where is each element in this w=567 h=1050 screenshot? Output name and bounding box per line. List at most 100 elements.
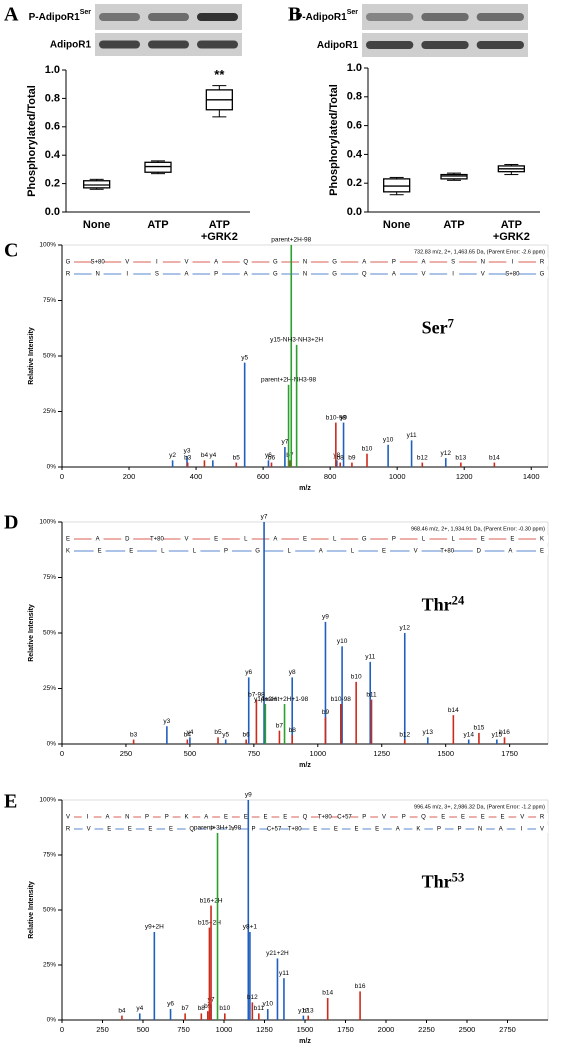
ladder-bg bbox=[93, 547, 106, 555]
panel-label: B bbox=[288, 4, 301, 26]
y-tick-label: 75% bbox=[43, 297, 56, 304]
y-tick-label: 0.4 bbox=[347, 148, 363, 160]
ladder-residue: N bbox=[303, 272, 307, 278]
peak-label: b9 bbox=[204, 1003, 212, 1010]
ladder-residue: E bbox=[283, 815, 287, 821]
peak-label: b8 bbox=[289, 727, 297, 734]
x-tick-label: 2000 bbox=[378, 1025, 395, 1034]
ladder-bg bbox=[536, 825, 548, 833]
ladder-bg bbox=[476, 258, 489, 266]
ladder-residue: Q bbox=[189, 827, 194, 833]
ladder-residue: L bbox=[288, 549, 292, 555]
ladder-bg bbox=[328, 270, 341, 278]
blot-band bbox=[197, 40, 238, 49]
y-tick-label: 0% bbox=[47, 741, 57, 748]
x-tick-label: 1500 bbox=[297, 1025, 314, 1034]
peak-label: parent+2H-NH3-98 bbox=[261, 377, 316, 384]
peak-label: y4 bbox=[136, 1005, 143, 1012]
ladder-residue: A bbox=[244, 272, 248, 278]
ladder-bg bbox=[62, 813, 74, 821]
peak-label: y14 bbox=[463, 731, 474, 738]
ladder-bg bbox=[536, 547, 548, 555]
y-axis-title: Relative Intensity bbox=[28, 604, 35, 662]
ladder-bg bbox=[515, 825, 528, 833]
box bbox=[440, 173, 468, 180]
label-superscript: 7 bbox=[448, 316, 454, 330]
peak-label: y11 bbox=[279, 970, 289, 977]
ladder-residue: Q bbox=[421, 815, 426, 821]
ladder-bg bbox=[101, 813, 114, 821]
peak-label: parent+2H+1-98 bbox=[261, 696, 309, 703]
y-tick-label: 0.8 bbox=[347, 91, 362, 103]
x-tick-label: 1250 bbox=[256, 1025, 273, 1034]
ladder-bg bbox=[299, 813, 311, 821]
ladder-residue: V bbox=[125, 260, 129, 266]
peak-label: y4 bbox=[209, 452, 216, 459]
peak-label: y12 bbox=[441, 450, 452, 457]
ladder-residue: G bbox=[66, 260, 71, 266]
peak-label: b14 bbox=[322, 990, 333, 997]
x-axis-title: m/z bbox=[299, 762, 311, 769]
peak-label: y9 bbox=[245, 792, 252, 799]
ladder-bg bbox=[121, 535, 134, 543]
ladder-residue: E bbox=[98, 549, 102, 555]
ladder-residue: A bbox=[204, 815, 208, 821]
ladder-residue: E bbox=[382, 549, 386, 555]
ladder-bg bbox=[259, 813, 272, 821]
ladder-residue: E bbox=[500, 815, 504, 821]
peak-label: y8 bbox=[333, 452, 340, 459]
x-axis-title: m/z bbox=[299, 485, 311, 492]
x-tick-label: 2500 bbox=[459, 1025, 476, 1034]
ladder-bg bbox=[82, 825, 95, 833]
ladder-residue: I bbox=[521, 827, 523, 833]
peak-label: parent+2H-98 bbox=[271, 237, 311, 244]
peak-label: b8 bbox=[198, 1005, 206, 1012]
ladder-residue: E bbox=[214, 537, 218, 543]
y-tick-label: 0.0 bbox=[45, 206, 60, 218]
ladder-bg bbox=[516, 813, 529, 821]
label: AdipoR1 bbox=[317, 40, 359, 51]
label-text: AdipoR1 bbox=[317, 40, 359, 51]
peak-label: b8 bbox=[337, 454, 345, 461]
ladder-residue: G bbox=[362, 537, 367, 543]
ladder-residue: A bbox=[214, 260, 218, 266]
ladder-bg bbox=[188, 547, 201, 555]
ladder-residue: N bbox=[478, 827, 482, 833]
ladder-bg bbox=[62, 547, 74, 555]
ladder-bg bbox=[269, 258, 282, 266]
peak-label: y15-NH3-NH3+2H bbox=[270, 337, 323, 344]
box bbox=[83, 180, 111, 189]
ladder-residue: A bbox=[396, 827, 400, 833]
ladder-bg bbox=[150, 535, 163, 543]
ladder-bg bbox=[160, 813, 173, 821]
peak-label: y11 bbox=[365, 654, 375, 661]
peak-label: b16 bbox=[499, 729, 510, 736]
ladder-bg bbox=[314, 547, 327, 555]
x-tick-label: 1200 bbox=[456, 472, 473, 481]
ladder-bg bbox=[457, 813, 469, 821]
ladder-bg bbox=[279, 813, 292, 821]
ladder-residue: E bbox=[540, 549, 544, 555]
x-tick-label: 1250 bbox=[373, 749, 390, 758]
y-tick-label: 50% bbox=[43, 353, 56, 360]
ladder-residue: S bbox=[451, 260, 455, 266]
peak-label: y3 bbox=[184, 448, 191, 455]
y-tick-label: 100% bbox=[39, 242, 56, 249]
y-tick-label: 75% bbox=[43, 574, 56, 581]
label-text: Thr bbox=[422, 872, 452, 892]
ladder-residue: E bbox=[441, 815, 445, 821]
ladder-bg bbox=[447, 535, 460, 543]
ladder-residue: P bbox=[362, 815, 366, 821]
ladder-residue: A bbox=[105, 815, 109, 821]
peak-label: b11 bbox=[254, 1005, 265, 1012]
ladder-bg bbox=[210, 258, 223, 266]
peak-label: b14 bbox=[489, 454, 500, 461]
ladder-bg bbox=[476, 813, 489, 821]
ladder-residue: Q bbox=[243, 260, 248, 266]
ladder-residue: R bbox=[66, 272, 71, 278]
peak-label: b4 bbox=[201, 452, 209, 459]
ladder-residue: C+57 bbox=[337, 815, 352, 821]
ladder-residue: V bbox=[414, 549, 418, 555]
ladder-bg bbox=[81, 813, 94, 821]
y-tick-label: 0.4 bbox=[45, 149, 61, 161]
